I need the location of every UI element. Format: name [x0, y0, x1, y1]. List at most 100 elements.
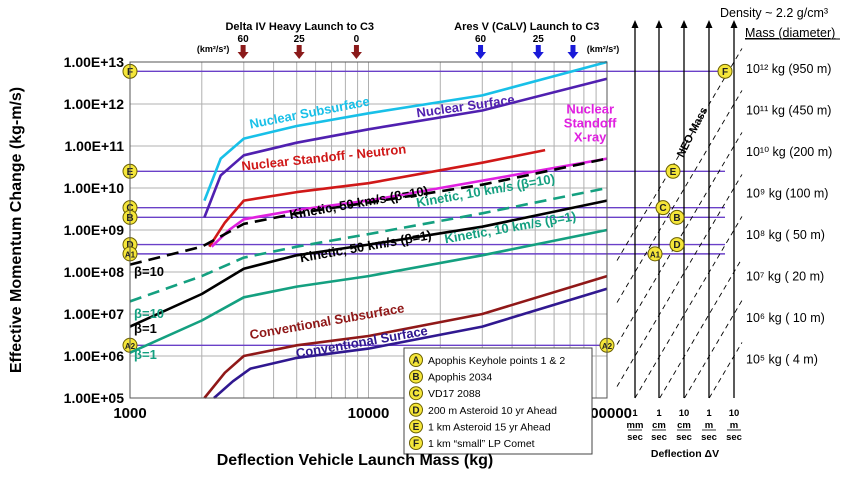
dv-unit: cm [652, 420, 666, 431]
dv-axis-arrow [631, 20, 639, 28]
legend-entry: VD17 2088 [428, 388, 481, 400]
x-axis-label: Deflection Vehicle Launch Mass (kg) [217, 452, 494, 469]
curve-labels: Nuclear Subsurface Nuclear Surface Nuclear… [134, 92, 617, 362]
series-lines [129, 60, 608, 399]
dv-axis-arrow [655, 20, 663, 28]
y-tick-label: 1.00E+05 [64, 390, 125, 406]
neo-mass-line [708, 342, 743, 399]
launch-group-title: Delta IV Heavy Launch to C3 [225, 21, 374, 33]
marker-badge: A [409, 353, 423, 367]
marker-label: C [659, 203, 666, 214]
dv-axis-arrow [730, 20, 738, 28]
dv-unit: cm [677, 420, 691, 431]
series-line [213, 287, 608, 399]
y-tick-label: 1.00E+11 [64, 138, 124, 154]
dv-unit: m [730, 420, 738, 431]
marker-label: B [673, 213, 680, 224]
neo-mass-label: 10¹² kg (950 m) [746, 62, 831, 76]
dv-per: sec [701, 432, 717, 443]
marker-badge: A1 [647, 246, 663, 262]
launch-marker-label: 0 [354, 34, 360, 45]
neo-mass-line [616, 174, 743, 387]
dv-value: 10 [729, 408, 740, 419]
dv-per: sec [627, 432, 643, 443]
marker-circle [669, 209, 685, 225]
marker-label: D [412, 405, 419, 416]
neo-mass-line [659, 258, 743, 399]
y-tick-label: 1.00E+13 [64, 54, 125, 70]
series-line [210, 157, 608, 248]
marker-badge: F [717, 63, 733, 79]
legend-entry: 1 km Asteroid 15 yr Ahead [428, 421, 551, 433]
neo-mass-label: 10¹¹ kg (450 m) [746, 104, 831, 118]
marker-circle [669, 237, 685, 253]
legend-entry: Apophis 2034 [428, 372, 492, 384]
neo-mass-label: 10⁹ kg (100 m) [746, 187, 828, 201]
dv-per: sec [726, 432, 742, 443]
series-line [129, 186, 608, 303]
dv-value: 1 [632, 408, 638, 419]
neo-mass-line [684, 300, 743, 399]
dv-axis-arrow [680, 20, 688, 28]
dv-value: 10 [679, 408, 690, 419]
launch-arrow-shaft [353, 45, 359, 52]
marker-circle [665, 163, 681, 179]
y-tick-label: 1.00E+06 [64, 348, 125, 364]
marker-label: A [412, 356, 419, 367]
marker-circle [409, 419, 423, 434]
marker-label: C [412, 389, 419, 400]
marker-circle [409, 402, 423, 417]
dv-axis-arrow [705, 20, 713, 28]
y-tick-label: 1.00E+09 [64, 222, 125, 238]
dv-per: sec [651, 432, 667, 443]
y-tick-label: 1.00E+10 [64, 180, 125, 196]
launch-group-title: Ares V (CaLV) Launch to C3 [454, 21, 599, 33]
xray-label: Nuclear [566, 101, 614, 116]
marker-badge: B [669, 209, 685, 225]
curve-label: Nuclear Surface [416, 92, 516, 121]
dv-unit: m [705, 420, 713, 431]
marker-label: B [412, 372, 419, 383]
legend-entry: 1 km “small” LP Comet [428, 438, 535, 450]
series-line [129, 228, 608, 354]
series-line [129, 199, 608, 328]
xray-label: Standoff [564, 115, 617, 130]
x-tick-label: 10000 [348, 405, 390, 422]
curve-label: β=1 [134, 347, 157, 362]
curve-label: Kinetic, 50 km/s (β=10) [288, 183, 429, 222]
xray-label: X-ray [574, 129, 607, 144]
dv-unit: mm [627, 420, 644, 431]
marker-badge: F [409, 436, 423, 450]
launch-arrow-shaft [296, 45, 302, 52]
dv-axis-label: Deflection ΔV [651, 448, 719, 460]
marker-circle [409, 353, 423, 367]
neo-mass-line [616, 90, 743, 303]
dv-per: sec [676, 432, 692, 443]
curve-label: Kinetic, 50 km/s (β=1) [299, 227, 433, 265]
neo-mass-line [634, 216, 743, 399]
series-line [203, 274, 608, 399]
marker-badge: B [409, 369, 423, 384]
launch-arrow-shaft [478, 45, 484, 52]
launch-arrow-shaft [535, 45, 541, 52]
marker-badge: D [409, 402, 423, 417]
curve-label: β=10 [134, 264, 164, 279]
marker-circle [655, 200, 671, 216]
legend-entry: Apophis Keyhole points 1 & 2 [428, 355, 565, 367]
legend-entry: 200 m Asteroid 10 yr Ahead [428, 405, 557, 417]
neo-panel: 10¹² kg (950 m) 10¹¹ kg (450 m) 10¹⁰ kg (2… [616, 6, 840, 460]
neo-mass-label-diag: NEO Mass [675, 105, 710, 159]
dv-value: 1 [706, 408, 712, 419]
axes: 1.00E+13 1.00E+12 1.00E+11 1.00E+10 1.00E+09… [64, 54, 632, 422]
x-tick-label: 1000 [113, 405, 146, 422]
marker-badge: E [409, 419, 423, 434]
launch-arrow-head [567, 52, 579, 59]
marker-circle [409, 436, 423, 450]
series-line [129, 157, 608, 266]
density-label: Density ~ 2.2 g/cm³ [720, 6, 828, 20]
marker-label: F [413, 439, 419, 450]
c3-unit-label: (km²/s²) [197, 44, 230, 54]
